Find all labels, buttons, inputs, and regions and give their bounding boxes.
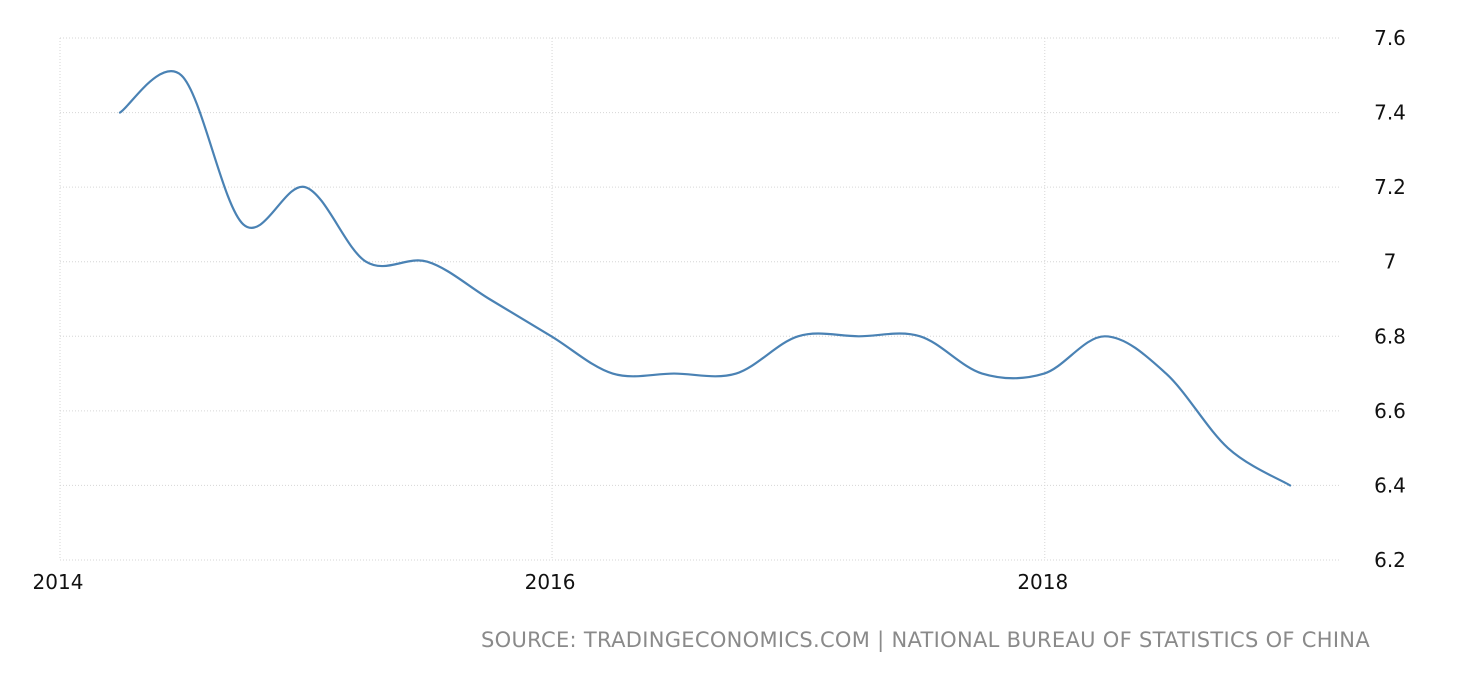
data-point	[733, 371, 739, 377]
y-tick-label: 7.2	[1374, 175, 1406, 199]
data-point	[1225, 445, 1231, 451]
data-point	[363, 259, 369, 265]
y-tick-label: 7	[1384, 250, 1397, 274]
data-point	[302, 184, 308, 190]
data-point	[1163, 371, 1169, 377]
data-point	[610, 371, 616, 377]
data-point	[117, 110, 123, 116]
series-line	[118, 70, 1292, 487]
data-point	[548, 333, 554, 339]
source-attribution: SOURCE: TRADINGECONOMICS.COM | NATIONAL …	[481, 628, 1370, 652]
data-point	[671, 371, 677, 377]
y-tick-label: 6.2	[1374, 548, 1406, 572]
y-tick-label: 6.4	[1374, 473, 1406, 497]
y-tick-label: 6.8	[1374, 324, 1406, 348]
y-tick-label: 7.4	[1374, 101, 1406, 125]
data-point	[795, 333, 801, 339]
data-point	[1287, 482, 1293, 488]
grid-lines	[59, 37, 1340, 561]
data-point	[240, 221, 246, 227]
x-axis-tick-labels: 2014 2016 2018	[33, 570, 1069, 594]
series-layer	[117, 70, 1293, 488]
y-axis-tick-labels: 6.2 6.4 6.6 6.8 7 7.2 7.4 7.6	[1374, 26, 1406, 572]
x-tick-label: 2014	[33, 570, 84, 594]
data-point	[1041, 371, 1047, 377]
data-point	[917, 333, 923, 339]
data-point	[856, 333, 862, 339]
data-point	[178, 72, 184, 78]
data-point	[1102, 333, 1108, 339]
y-tick-label: 6.6	[1374, 399, 1406, 423]
x-tick-label: 2018	[1017, 570, 1068, 594]
data-point	[486, 296, 492, 302]
y-tick-label: 7.6	[1374, 26, 1406, 50]
data-point	[424, 259, 430, 265]
x-tick-label: 2016	[525, 570, 576, 594]
data-point	[979, 371, 985, 377]
